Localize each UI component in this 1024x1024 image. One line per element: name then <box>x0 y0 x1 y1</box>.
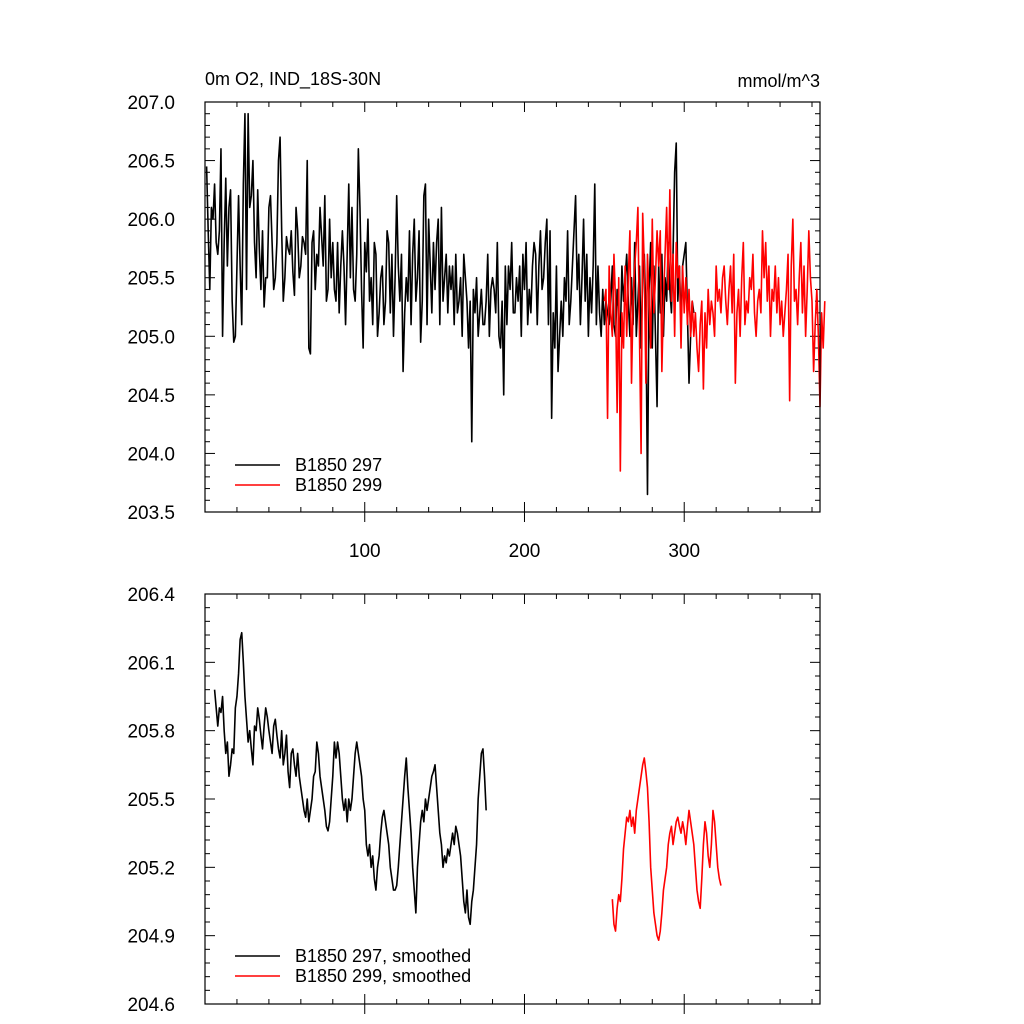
top-panel: 0m O2, IND_18S-30N mmol/m^3 203.5204.020… <box>127 69 826 562</box>
top-ytick-label: 204.0 <box>127 444 175 465</box>
top-ytick-label: 205.5 <box>127 269 175 290</box>
top-ytick-label: 204.5 <box>127 386 175 407</box>
bottom-ytick-label: 205.5 <box>127 790 175 811</box>
bottom-ytick-label: 205.8 <box>127 722 175 743</box>
top-xtick-label: 200 <box>509 541 541 562</box>
bottom-ytick-label: 206.4 <box>127 585 175 606</box>
top-panel-series <box>205 112 826 496</box>
top-series-line-2 <box>603 189 826 472</box>
top-ytick-label: 205.0 <box>127 327 175 348</box>
bottom-series-line-2 <box>611 757 722 942</box>
top-ytick-label: 206.5 <box>127 152 175 173</box>
bottom-ytick-label: 204.9 <box>127 927 175 948</box>
bottom-ytick-label: 205.2 <box>127 858 175 879</box>
bottom-ytick-label: 204.6 <box>127 995 175 1016</box>
bottom-series-line-1 <box>213 631 487 926</box>
top-ytick-label: 207.0 <box>127 93 175 114</box>
bottom-panel: 204.6 204.9 205.2 205.5 205.8 206.1 206.4 B185… <box>127 585 821 1016</box>
top-panel-title: 0m O2, IND_18S-30N <box>205 69 381 90</box>
top-legend-label: B1850 297 <box>295 455 382 475</box>
bottom-legend-label: B1850 297, smoothed <box>295 946 471 966</box>
bottom-ytick-label: 206.1 <box>127 653 175 674</box>
bottom-panel-series <box>213 631 722 942</box>
top-panel-frame <box>204 101 821 513</box>
bottom-legend-label: B1850 299, smoothed <box>295 966 471 986</box>
top-ytick-label: 206.0 <box>127 210 175 231</box>
top-xtick-label: 100 <box>349 541 381 562</box>
top-panel-ticks: 203.5 204.0 204.5 205.0 205.5 206.0 206.5 207.0… <box>127 93 820 562</box>
top-series-line-1 <box>205 112 695 496</box>
top-legend-label: B1850 299 <box>295 475 382 495</box>
top-xtick-label: 300 <box>668 541 700 562</box>
top-panel-units: mmol/m^3 <box>738 71 820 91</box>
bottom-panel-frame <box>204 593 821 1005</box>
top-ytick-label: 203.5 <box>127 503 175 524</box>
bottom-panel-ticks: 204.6 204.9 205.2 205.5 205.8 206.1 206.4 <box>127 585 820 1016</box>
